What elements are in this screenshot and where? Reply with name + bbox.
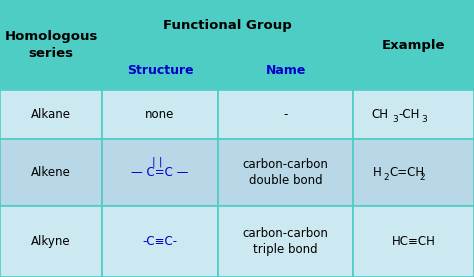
Text: C=CH: C=CH: [390, 166, 425, 179]
Text: | |: | |: [152, 157, 163, 167]
Bar: [218, 51, 353, 90]
Bar: [102, 0, 353, 51]
Bar: [102, 90, 218, 138]
Bar: [0, 206, 102, 277]
Text: -: -: [283, 108, 288, 121]
Bar: [102, 206, 218, 277]
Bar: [0, 138, 102, 206]
Text: carbon-carbon
triple bond: carbon-carbon triple bond: [243, 227, 328, 256]
Text: Homologous
series: Homologous series: [4, 30, 98, 60]
Bar: [218, 206, 353, 277]
Bar: [0, 90, 102, 138]
Text: none: none: [146, 108, 174, 121]
Text: 2: 2: [383, 173, 389, 182]
Bar: [102, 138, 218, 206]
Text: Structure: Structure: [127, 64, 193, 77]
Text: Functional Group: Functional Group: [163, 19, 292, 32]
Text: CH: CH: [371, 108, 388, 121]
Bar: [218, 138, 353, 206]
Text: -C≡C-: -C≡C-: [142, 235, 178, 248]
Text: Alkyne: Alkyne: [31, 235, 71, 248]
Text: carbon-carbon
double bond: carbon-carbon double bond: [243, 158, 328, 187]
Bar: [353, 0, 474, 90]
Text: — C=C —: — C=C —: [131, 166, 189, 179]
Bar: [353, 90, 474, 138]
Bar: [353, 206, 474, 277]
Text: Example: Example: [382, 39, 445, 52]
Text: 3: 3: [392, 115, 398, 124]
Text: 3: 3: [421, 115, 428, 124]
Text: Alkane: Alkane: [31, 108, 71, 121]
Text: -CH: -CH: [398, 108, 420, 121]
Text: H: H: [373, 166, 382, 179]
Text: Name: Name: [265, 64, 306, 77]
Text: HC≡CH: HC≡CH: [392, 235, 436, 248]
Bar: [102, 51, 218, 90]
Text: 2: 2: [419, 173, 425, 182]
Bar: [353, 138, 474, 206]
Text: Alkene: Alkene: [31, 166, 71, 179]
Bar: [0, 0, 102, 90]
Bar: [218, 90, 353, 138]
